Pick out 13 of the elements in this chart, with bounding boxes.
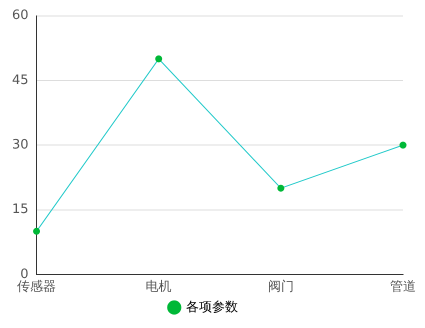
point xyxy=(400,142,406,149)
y-tick-label: 45 xyxy=(12,72,29,88)
point xyxy=(277,184,284,192)
y-tick-label: 15 xyxy=(12,202,29,218)
y-tick-label: 30 xyxy=(12,137,29,152)
point xyxy=(155,55,162,62)
x-tick-label: 管道 xyxy=(390,280,416,295)
y-tick-label: 60 xyxy=(12,8,29,24)
x-tick-label: 电机 xyxy=(146,280,172,295)
point xyxy=(33,228,40,235)
legend-label: 各项参数 xyxy=(186,300,238,315)
x-tick-label: 阀门 xyxy=(268,278,294,295)
x-tick-label: 传感器 xyxy=(17,280,56,295)
